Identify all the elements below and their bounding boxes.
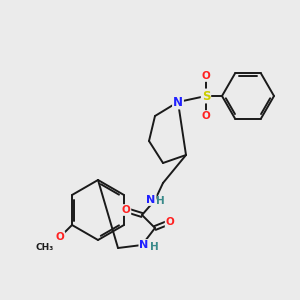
Text: O: O xyxy=(56,232,64,242)
Text: N: N xyxy=(173,95,183,109)
Text: N: N xyxy=(140,240,148,250)
Text: CH₃: CH₃ xyxy=(36,244,54,253)
Text: O: O xyxy=(122,205,130,215)
Text: S: S xyxy=(202,89,210,103)
Text: H: H xyxy=(156,196,164,206)
Text: O: O xyxy=(202,71,210,81)
Text: N: N xyxy=(146,195,156,205)
Text: O: O xyxy=(202,111,210,121)
Text: H: H xyxy=(150,242,158,252)
Text: O: O xyxy=(166,217,174,227)
